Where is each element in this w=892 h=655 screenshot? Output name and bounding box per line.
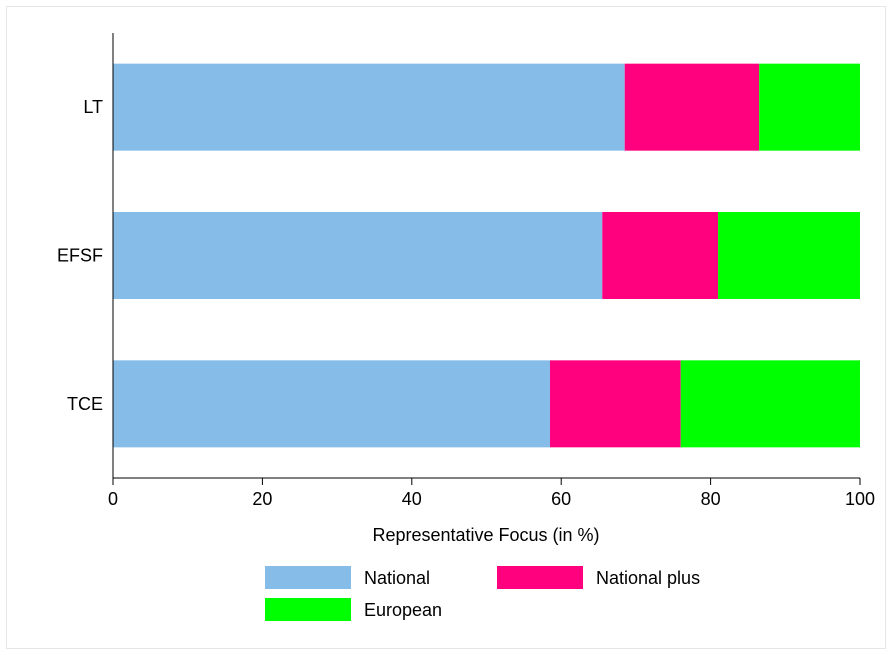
x-axis-label: Representative Focus (in %) xyxy=(372,525,599,545)
legend-label: National plus xyxy=(596,568,700,588)
legend-label: National xyxy=(364,568,430,588)
y-tick-labels: LT EFSF TCE xyxy=(57,97,103,414)
bar-tce-european xyxy=(680,360,860,448)
x-tick-label: 40 xyxy=(402,489,422,509)
bar-efsf-european xyxy=(718,212,860,299)
bar-tce-national-plus xyxy=(549,360,681,448)
legend-swatch-european xyxy=(265,598,351,621)
bar-tce-national xyxy=(113,360,550,448)
bars-layer xyxy=(113,63,860,448)
x-tick-label: 100 xyxy=(845,489,875,509)
y-tick-label: LT xyxy=(83,97,103,117)
bar-lt-national xyxy=(113,63,625,151)
bar-efsf-national xyxy=(113,212,603,299)
x-tick-label: 80 xyxy=(701,489,721,509)
x-tick-label: 20 xyxy=(252,489,272,509)
y-tick-label: TCE xyxy=(67,394,103,414)
bar-efsf-national-plus xyxy=(602,212,719,299)
x-ticks: 0 20 40 60 80 100 xyxy=(108,478,875,509)
bar-lt-european xyxy=(759,63,860,151)
x-tick-label: 60 xyxy=(551,489,571,509)
legend-swatch-national xyxy=(265,566,351,589)
bar-lt-national-plus xyxy=(624,63,760,151)
legend-swatch-national-plus xyxy=(497,566,583,589)
y-tick-label: EFSF xyxy=(57,246,103,266)
legend-label: European xyxy=(364,600,442,620)
legend: National National plus European xyxy=(265,566,700,621)
x-tick-label: 0 xyxy=(108,489,118,509)
